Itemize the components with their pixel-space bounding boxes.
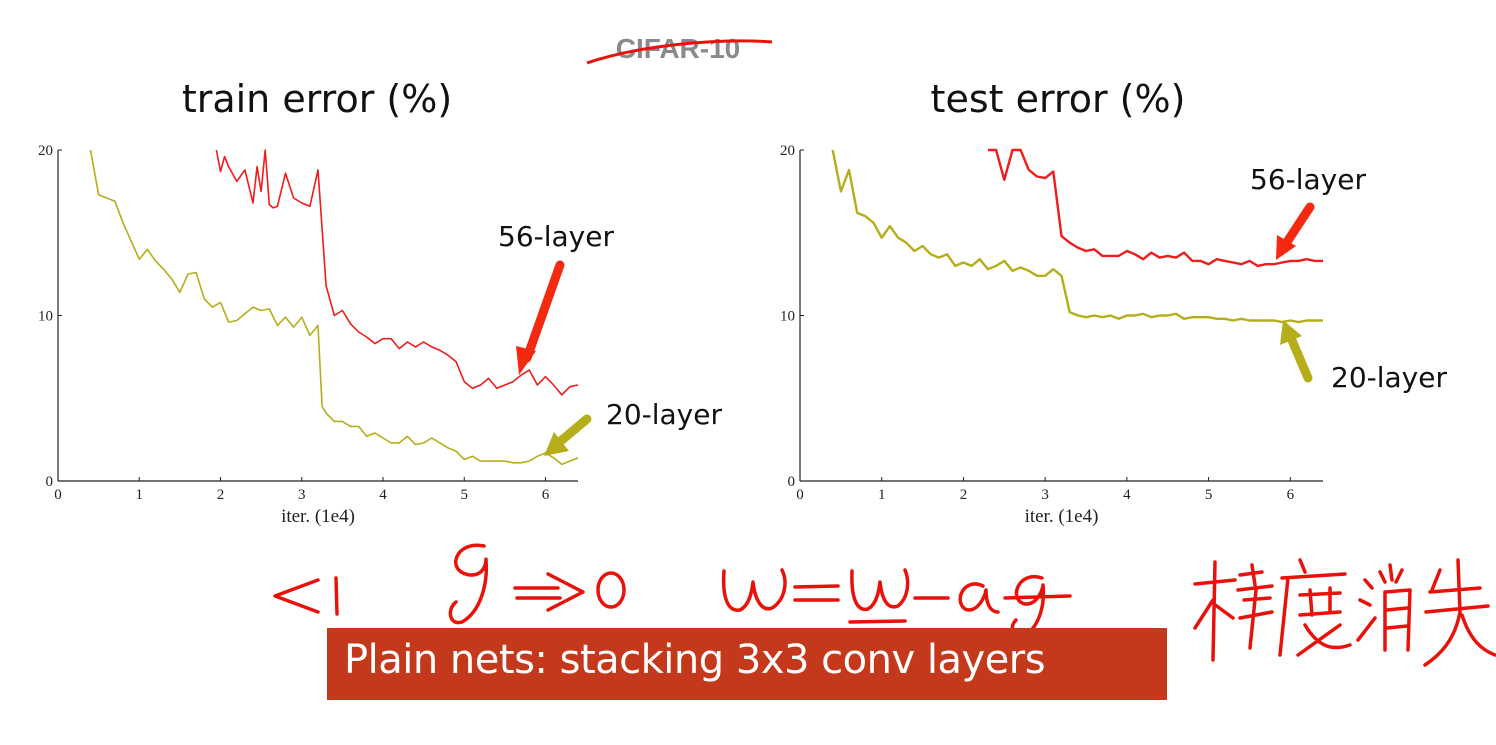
test-x-tick-label: 0 — [796, 487, 804, 503]
train-series-20-layer-line — [89, 149, 579, 466]
dataset-header: CIFAR-10 — [616, 33, 740, 64]
ink-zero — [596, 571, 626, 609]
train-x-tick-label: 4 — [379, 487, 387, 503]
ink-char-xiao — [1356, 563, 1412, 652]
test-x-tick-label: 2 — [960, 487, 968, 503]
test-series-56-layer-line — [988, 148, 1323, 268]
test-error-chart: 0 1 2 3 4 5 6 0 10 20 iter. (1e4) — [780, 143, 1323, 527]
ink-g — [448, 543, 489, 625]
train-x-tick-label: 2 — [217, 487, 225, 503]
train-y-tick-label: 10 — [38, 309, 53, 325]
slide-caption-text: Plain nets: stacking 3x3 conv layers — [344, 637, 1046, 683]
test-chart-title: test error (%) — [931, 77, 1186, 121]
train-x-tick-label: 5 — [461, 487, 469, 503]
ink-char-shi — [1423, 558, 1496, 667]
test-series-20-layer-line — [831, 149, 1323, 324]
ink-w — [721, 568, 787, 612]
test-20-layer-arrow-head — [1280, 320, 1302, 345]
train-56-layer-arrow-shaft — [522, 260, 565, 363]
ink-one — [334, 576, 339, 616]
test-x-tick-label: 1 — [878, 487, 886, 503]
test-y-tick-label: 10 — [780, 309, 795, 325]
train-x-tick-label: 1 — [136, 487, 144, 503]
train-y-tick-label: 0 — [46, 474, 54, 490]
train-56-layer-label: 56-layer — [498, 220, 614, 253]
test-20-layer-label: 20-layer — [1331, 361, 1447, 394]
test-y-tick-label: 20 — [780, 143, 795, 159]
test-x-axis-label: iter. (1e4) — [1025, 506, 1099, 527]
train-x-tick-label: 3 — [298, 487, 306, 503]
test-56-layer-arrow-shaft — [1280, 202, 1315, 250]
ink-char-du — [1278, 558, 1352, 657]
test-56-layer-arrow-head — [1276, 235, 1296, 260]
test-20-layer-arrow-shaft — [1286, 333, 1313, 383]
ink-w-underlined — [850, 568, 910, 612]
train-y-tick-label: 20 — [38, 143, 53, 159]
train-x-tick-label: 0 — [54, 487, 62, 503]
train-chart-title: train error (%) — [182, 77, 452, 121]
train-20-layer-label: 20-layer — [606, 398, 722, 431]
test-x-tick-label: 5 — [1205, 487, 1213, 503]
train-20-layer-arrow-head — [544, 432, 569, 456]
ink-less-than — [273, 578, 320, 614]
strikethrough-ink-stroke — [586, 39, 773, 65]
test-x-tick-label: 4 — [1123, 487, 1131, 503]
ink-underline — [848, 619, 907, 624]
ink-alpha — [958, 582, 1000, 614]
slide-caption-banner: Plain nets: stacking 3x3 conv layers — [327, 628, 1167, 700]
test-x-tick-label: 3 — [1041, 487, 1049, 503]
test-x-tick-label: 6 — [1287, 487, 1295, 503]
train-20-layer-arrow-shaft — [551, 414, 592, 450]
train-error-chart: 0 1 2 3 4 5 6 0 10 20 iter. (1e4) — [38, 143, 579, 527]
train-x-tick-label: 6 — [542, 487, 550, 503]
ink-equals — [793, 584, 840, 602]
ink-arrow — [513, 572, 585, 612]
train-56-layer-arrow-head — [516, 346, 536, 375]
ink-char-ti — [1193, 560, 1274, 662]
test-56-layer-label: 56-layer — [1250, 163, 1366, 196]
test-y-tick-label: 0 — [788, 474, 796, 490]
train-x-axis-label: iter. (1e4) — [281, 506, 355, 527]
train-series-56-layer-line — [215, 149, 579, 396]
